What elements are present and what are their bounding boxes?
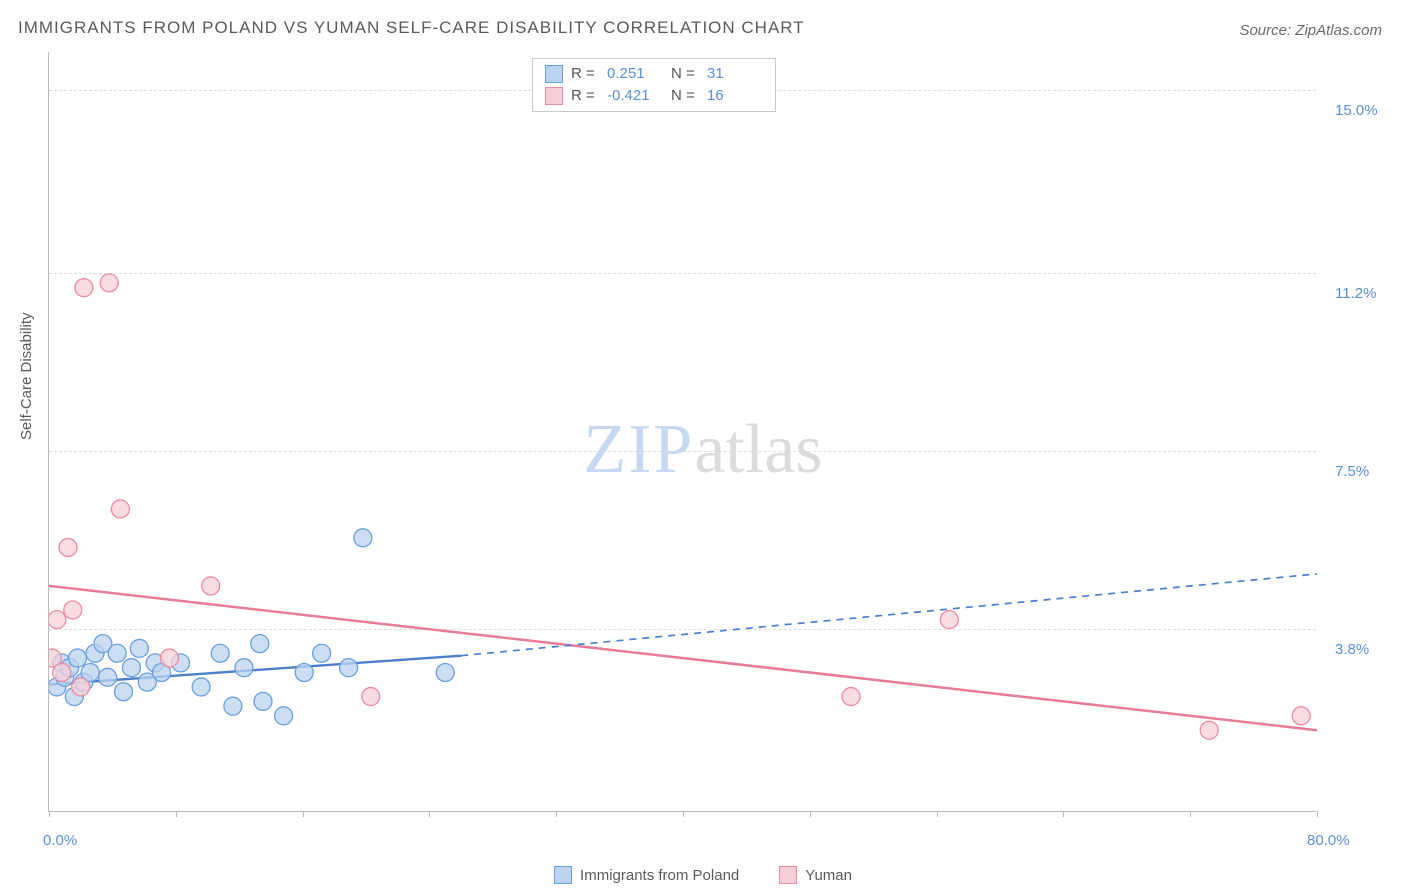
data-point bbox=[436, 664, 454, 682]
n-label: N = bbox=[671, 85, 699, 107]
legend-label-yuman: Yuman bbox=[805, 867, 852, 884]
data-point bbox=[192, 678, 210, 696]
series-legend: Immigrants from Poland Yuman bbox=[0, 866, 1406, 884]
x-max-label: 80.0% bbox=[1307, 832, 1350, 849]
data-point bbox=[108, 644, 126, 662]
data-point bbox=[122, 659, 140, 677]
trend-line-dashed bbox=[461, 574, 1317, 656]
stats-row-yuman: R = -0.421 N = 16 bbox=[545, 85, 763, 107]
data-point bbox=[362, 688, 380, 706]
data-point bbox=[130, 639, 148, 657]
stats-legend: R = 0.251 N = 31 R = -0.421 N = 16 bbox=[532, 58, 776, 112]
stats-row-poland: R = 0.251 N = 31 bbox=[545, 63, 763, 85]
data-point bbox=[295, 664, 313, 682]
chart-title: IMMIGRANTS FROM POLAND VS YUMAN SELF-CAR… bbox=[18, 18, 805, 38]
chart-svg bbox=[49, 52, 1317, 812]
data-point bbox=[1292, 707, 1310, 725]
data-point bbox=[254, 692, 272, 710]
data-point bbox=[49, 611, 66, 629]
n-value-poland: 31 bbox=[707, 63, 763, 85]
data-point bbox=[340, 659, 358, 677]
y-tick-label: 15.0% bbox=[1335, 102, 1378, 119]
legend-label-poland: Immigrants from Poland bbox=[580, 867, 739, 884]
data-point bbox=[59, 538, 77, 556]
data-point bbox=[160, 649, 178, 667]
y-tick-label: 3.8% bbox=[1335, 641, 1369, 658]
data-point bbox=[72, 678, 90, 696]
r-label: R = bbox=[571, 85, 599, 107]
swatch-poland bbox=[545, 65, 563, 83]
data-point bbox=[211, 644, 229, 662]
r-value-poland: 0.251 bbox=[607, 63, 663, 85]
y-axis-label: Self-Care Disability bbox=[18, 312, 35, 440]
data-point bbox=[202, 577, 220, 595]
swatch-yuman bbox=[545, 87, 563, 105]
n-value-yuman: 16 bbox=[707, 85, 763, 107]
data-point bbox=[275, 707, 293, 725]
data-point bbox=[114, 683, 132, 701]
data-point bbox=[75, 279, 93, 297]
data-point bbox=[99, 668, 117, 686]
data-point bbox=[53, 664, 71, 682]
data-point bbox=[251, 635, 269, 653]
y-tick-label: 7.5% bbox=[1335, 463, 1369, 480]
x-min-label: 0.0% bbox=[43, 832, 77, 849]
data-point bbox=[224, 697, 242, 715]
data-point bbox=[64, 601, 82, 619]
y-tick-label: 11.2% bbox=[1335, 285, 1376, 302]
data-point bbox=[940, 611, 958, 629]
data-point bbox=[100, 274, 118, 292]
data-point bbox=[842, 688, 860, 706]
data-point bbox=[354, 529, 372, 547]
legend-item-yuman: Yuman bbox=[779, 866, 852, 884]
r-value-yuman: -0.421 bbox=[607, 85, 663, 107]
r-label: R = bbox=[571, 63, 599, 85]
swatch-yuman bbox=[779, 866, 797, 884]
source-credit: Source: ZipAtlas.com bbox=[1239, 22, 1382, 39]
data-point bbox=[1200, 721, 1218, 739]
data-point bbox=[111, 500, 129, 518]
legend-item-poland: Immigrants from Poland bbox=[554, 866, 739, 884]
x-tick bbox=[1317, 811, 1318, 817]
data-point bbox=[69, 649, 87, 667]
plot-area: 3.8%7.5%11.2%15.0%0.0%80.0% bbox=[48, 52, 1316, 812]
swatch-poland bbox=[554, 866, 572, 884]
data-point bbox=[313, 644, 331, 662]
n-label: N = bbox=[671, 63, 699, 85]
data-point bbox=[235, 659, 253, 677]
